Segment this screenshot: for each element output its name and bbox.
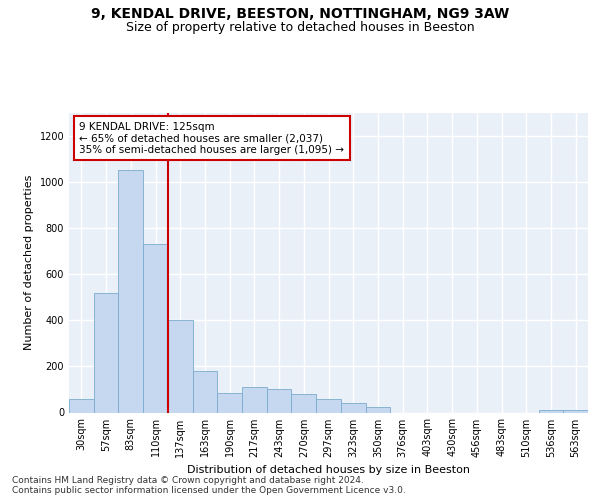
Text: Size of property relative to detached houses in Beeston: Size of property relative to detached ho… bbox=[125, 21, 475, 34]
Bar bbox=[217, 393, 242, 412]
X-axis label: Distribution of detached houses by size in Beeston: Distribution of detached houses by size … bbox=[187, 465, 470, 475]
Y-axis label: Number of detached properties: Number of detached properties bbox=[24, 175, 34, 350]
Bar bbox=[563, 410, 588, 412]
Text: 9, KENDAL DRIVE, BEESTON, NOTTINGHAM, NG9 3AW: 9, KENDAL DRIVE, BEESTON, NOTTINGHAM, NG… bbox=[91, 8, 509, 22]
Bar bbox=[69, 398, 94, 412]
Bar bbox=[118, 170, 143, 412]
Text: Contains HM Land Registry data © Crown copyright and database right 2024.
Contai: Contains HM Land Registry data © Crown c… bbox=[12, 476, 406, 495]
Bar bbox=[94, 292, 118, 412]
Bar bbox=[316, 398, 341, 412]
Bar bbox=[143, 244, 168, 412]
Bar bbox=[168, 320, 193, 412]
Bar bbox=[193, 371, 217, 412]
Bar bbox=[242, 387, 267, 412]
Text: 9 KENDAL DRIVE: 125sqm
← 65% of detached houses are smaller (2,037)
35% of semi-: 9 KENDAL DRIVE: 125sqm ← 65% of detached… bbox=[79, 122, 344, 154]
Bar bbox=[267, 390, 292, 412]
Bar bbox=[539, 410, 563, 412]
Bar bbox=[365, 406, 390, 412]
Bar bbox=[341, 404, 365, 412]
Bar bbox=[292, 394, 316, 412]
